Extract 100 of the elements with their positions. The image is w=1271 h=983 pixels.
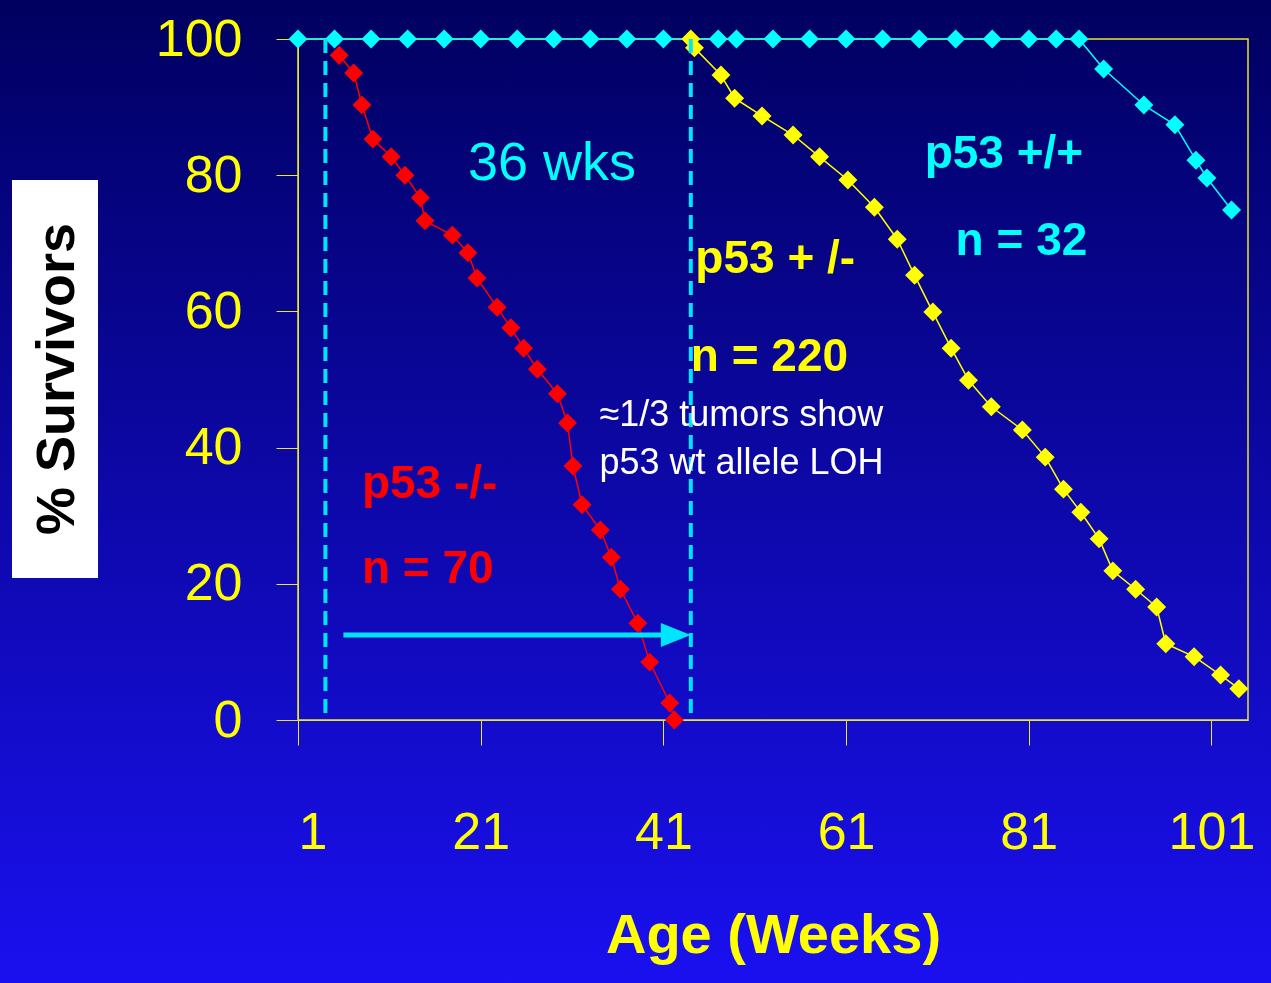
point xyxy=(1013,420,1032,439)
x-tick-label: 41 xyxy=(634,801,693,860)
y-tick-label: 80 xyxy=(184,144,243,203)
point xyxy=(382,147,401,166)
point xyxy=(959,371,978,390)
point xyxy=(784,125,803,145)
point xyxy=(711,66,730,85)
y-tick-label: 0 xyxy=(213,689,243,748)
x-tick-label: 61 xyxy=(817,801,876,860)
point xyxy=(1197,168,1216,187)
annotation: ≈1/3 tumors show p53 wt allele LOH xyxy=(599,392,885,483)
x-axis-title: Age (Weeks) xyxy=(605,901,942,965)
point xyxy=(395,166,414,185)
point xyxy=(942,339,961,358)
point xyxy=(581,29,600,49)
point xyxy=(411,188,430,207)
point xyxy=(982,397,1001,416)
point xyxy=(415,211,435,230)
point xyxy=(501,318,520,337)
y-axis-title: % Survivors xyxy=(24,222,86,536)
point xyxy=(563,456,583,476)
x-tick-label: 1 xyxy=(298,801,328,860)
y-tick-label: 20 xyxy=(184,553,243,612)
point xyxy=(352,95,371,115)
point xyxy=(544,29,563,49)
x-tick-label: 101 xyxy=(1168,801,1256,860)
point xyxy=(873,29,892,49)
point xyxy=(1211,665,1230,685)
point xyxy=(752,106,772,126)
point xyxy=(514,339,533,358)
x-tick-label: 21 xyxy=(452,801,511,860)
point xyxy=(1222,200,1241,219)
point xyxy=(660,693,679,713)
point xyxy=(1165,115,1184,134)
point xyxy=(800,29,819,49)
point xyxy=(467,268,487,288)
annotation: 36 wks xyxy=(467,131,636,192)
point xyxy=(1103,561,1122,580)
point xyxy=(573,495,592,514)
point xyxy=(1071,503,1090,522)
point xyxy=(727,29,746,49)
point xyxy=(654,29,673,49)
point xyxy=(1069,29,1089,49)
point xyxy=(725,89,744,108)
y-tick-label: 100 xyxy=(155,8,243,67)
point xyxy=(1090,529,1109,548)
point xyxy=(435,29,454,49)
point xyxy=(865,198,884,217)
point xyxy=(398,29,417,49)
point xyxy=(837,29,856,49)
annotation: n = 220 xyxy=(690,329,849,382)
x-tick-label: 81 xyxy=(1000,801,1059,860)
y-tick-label: 40 xyxy=(184,417,243,476)
point xyxy=(443,226,462,245)
point xyxy=(611,580,630,599)
point xyxy=(617,29,636,49)
point xyxy=(288,29,308,49)
point xyxy=(1054,480,1073,499)
point xyxy=(488,298,507,317)
point xyxy=(888,230,907,249)
point xyxy=(362,29,381,49)
point xyxy=(1134,95,1153,115)
series-label: p53 +/+ xyxy=(924,126,1084,179)
point xyxy=(330,46,349,65)
point xyxy=(508,29,527,49)
point xyxy=(640,653,659,672)
point xyxy=(1147,597,1166,617)
point xyxy=(591,520,610,540)
annotation: n = 70 xyxy=(361,541,494,594)
point xyxy=(763,29,783,49)
point xyxy=(1156,634,1175,653)
point xyxy=(1229,679,1248,698)
point xyxy=(548,384,567,403)
annotation: n = 32 xyxy=(955,212,1088,265)
point xyxy=(1186,151,1205,170)
point xyxy=(838,170,857,190)
point xyxy=(363,130,382,149)
point xyxy=(946,29,965,49)
point xyxy=(709,29,728,49)
point xyxy=(1047,29,1066,49)
point xyxy=(905,266,924,285)
point xyxy=(325,29,344,49)
point xyxy=(1019,29,1038,49)
series-label: p53 + /- xyxy=(695,230,856,283)
point xyxy=(810,147,829,166)
point xyxy=(1185,647,1204,666)
point xyxy=(983,29,1002,49)
series-label: p53 -/- xyxy=(361,456,498,509)
point xyxy=(558,414,577,433)
point xyxy=(1036,448,1055,467)
point xyxy=(344,63,363,83)
point xyxy=(1094,59,1113,79)
point xyxy=(910,29,929,49)
point xyxy=(528,360,547,379)
point xyxy=(458,243,477,262)
point xyxy=(1126,580,1145,599)
point xyxy=(471,29,490,49)
point xyxy=(602,548,621,567)
y-tick-label: 60 xyxy=(184,280,243,339)
point xyxy=(665,710,684,730)
